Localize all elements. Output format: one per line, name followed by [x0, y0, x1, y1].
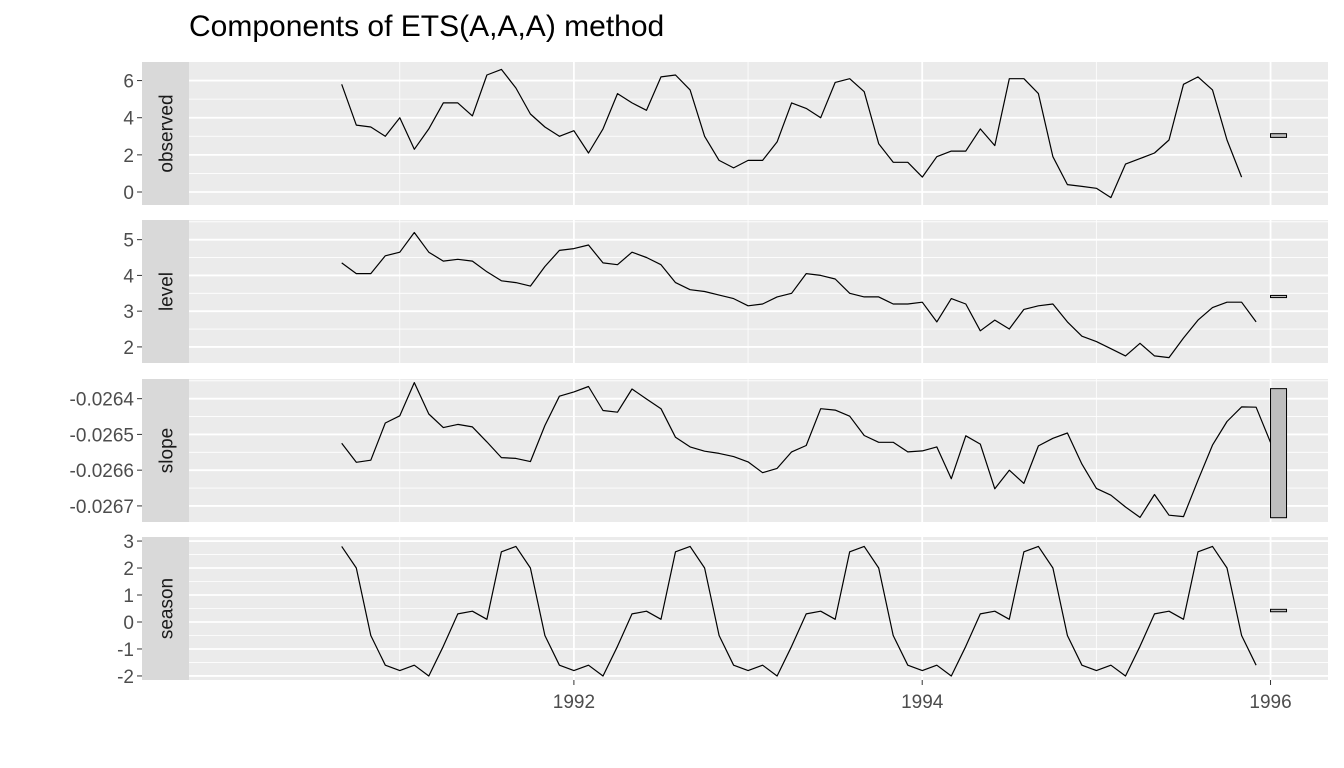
y-tick-label: 6	[123, 72, 134, 93]
x-tick-label: 1992	[553, 692, 595, 713]
chart-title: Components of ETS(A,A,A) method	[189, 10, 665, 43]
y-tick-label: -0.0265	[70, 425, 134, 446]
y-tick-label: 4	[123, 109, 134, 130]
y-tick-label: -1	[117, 640, 134, 661]
facet-strip-observed	[142, 62, 189, 205]
facet-label-level: level	[157, 272, 178, 311]
facet-strip-slope	[142, 379, 189, 522]
y-tick-label: 5	[123, 231, 134, 252]
facet-label-slope: slope	[157, 428, 178, 473]
panel-background-observed	[189, 62, 1328, 205]
scale-bar-observed	[1270, 133, 1288, 138]
y-tick-label: -0.0266	[70, 461, 134, 482]
y-tick-label: -2	[117, 667, 134, 688]
y-tick-label: 2	[123, 146, 134, 167]
y-tick-label: -0.0264	[70, 390, 135, 411]
series-line-season	[341, 545, 1257, 677]
y-tick-label: 0	[123, 613, 134, 634]
x-tick-label: 1994	[901, 692, 944, 713]
series-line-slope	[341, 382, 1272, 519]
y-tick-label: 2	[123, 559, 134, 580]
y-tick-label: 2	[123, 338, 134, 359]
scale-bar-slope	[1270, 388, 1288, 519]
series-line-observed	[341, 68, 1243, 199]
y-tick-label: -0.0267	[70, 497, 134, 518]
series-line-level	[341, 231, 1257, 359]
facet-label-season: season	[157, 578, 178, 639]
panel-background-slope	[189, 379, 1328, 522]
y-tick-label: 0	[123, 183, 134, 204]
y-tick-label: 1	[123, 586, 134, 607]
facet-label-observed: observed	[157, 94, 178, 172]
y-tick-label: 3	[123, 302, 134, 323]
facet-strip-season	[142, 537, 189, 680]
scale-bar-level	[1270, 294, 1288, 299]
y-tick-label: 3	[123, 532, 134, 553]
x-tick-label: 1996	[1249, 692, 1291, 713]
scale-bar-season	[1270, 608, 1288, 613]
y-tick-label: 4	[123, 266, 134, 287]
facet-strip-level	[142, 220, 189, 363]
panel-background-level	[189, 220, 1328, 363]
